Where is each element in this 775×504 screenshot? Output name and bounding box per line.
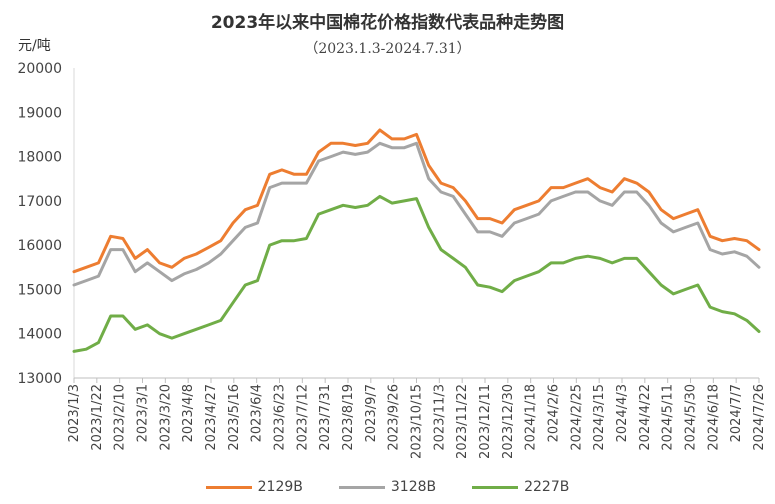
x-tick-label: 2023/2/10 xyxy=(113,384,128,451)
y-tick-label: 18000 xyxy=(17,150,62,166)
legend-item-3128b: 3128B xyxy=(338,479,437,495)
x-tick-label: 2024/7/7 xyxy=(729,384,744,442)
x-tick-label: 2023/4/27 xyxy=(204,384,219,451)
legend: 2129B 3128B 2227B xyxy=(0,479,775,495)
x-tick-label: 2023/12/30 xyxy=(501,384,516,459)
chart-subtitle: （2023.1.3-2024.7.31） xyxy=(304,41,471,57)
x-tick-label: 2023/4/8 xyxy=(181,384,196,442)
x-tick-label: 2023/7/31 xyxy=(318,384,333,451)
x-tick-label: 2023/6/4 xyxy=(250,384,265,442)
legend-swatch-2129b xyxy=(205,485,252,489)
x-tick-label: 2023/7/12 xyxy=(295,384,310,451)
y-tick-label: 15000 xyxy=(17,282,62,298)
y-tick-label: 13000 xyxy=(17,371,62,387)
y-tick-label: 14000 xyxy=(17,327,62,343)
x-tick-label: 2023/11/22 xyxy=(455,384,470,459)
x-tick-label: 2024/5/11 xyxy=(661,384,676,451)
x-tick-label: 2024/2/25 xyxy=(569,384,584,451)
chart-title: 2023年以来中国棉花价格指数代表品种走势图 xyxy=(210,13,565,33)
x-tick-label: 2023/3/20 xyxy=(158,384,173,451)
y-tick-label: 19000 xyxy=(17,105,62,121)
x-tick-label: 2024/4/22 xyxy=(638,384,653,451)
x-tick-label: 2023/8/19 xyxy=(341,384,356,451)
legend-item-2227b: 2227B xyxy=(472,479,569,495)
x-tick-label: 2023/11/3 xyxy=(432,384,447,451)
y-tick-label: 17000 xyxy=(17,194,62,210)
legend-label-2227b: 2227B xyxy=(524,479,570,495)
legend-swatch-2227b xyxy=(472,485,519,489)
x-tick-label: 2024/2/6 xyxy=(547,384,562,442)
x-tick-label: 2024/4/3 xyxy=(615,384,630,442)
x-tick-label: 2023/1/22 xyxy=(90,384,105,451)
series-line-2227b xyxy=(72,194,761,353)
y-tick-label: 20000 xyxy=(17,61,62,77)
x-tick-label: 2023/5/16 xyxy=(227,384,242,451)
legend-label-2129b: 2129B xyxy=(257,479,303,495)
x-tick-label: 2023/10/15 xyxy=(410,384,425,459)
x-tick-label: 2023/9/26 xyxy=(387,384,402,451)
x-tick-label: 2024/6/18 xyxy=(706,384,721,451)
y-axis-unit-label: 元/吨 xyxy=(18,38,51,54)
legend-label-3128b: 3128B xyxy=(390,479,437,495)
x-tick-label: 2024/1/18 xyxy=(524,384,539,451)
x-tick-label: 2023/9/7 xyxy=(364,384,379,442)
x-tick-label: 2023/12/11 xyxy=(478,384,493,459)
series-line-3128b xyxy=(72,141,761,287)
series-line-2129b xyxy=(72,128,761,274)
x-tick-label: 2023/1/3 xyxy=(67,384,82,442)
x-tick-label: 2024/5/30 xyxy=(684,384,699,451)
x-tick-label: 2023/3/1 xyxy=(136,384,151,442)
legend-swatch-3128b xyxy=(338,485,385,489)
x-tick-label: 2023/6/23 xyxy=(273,384,288,451)
x-tick-label: 2024/3/15 xyxy=(592,384,607,451)
y-tick-label: 16000 xyxy=(17,238,62,254)
legend-item-2129b: 2129B xyxy=(205,479,303,495)
x-tick-label: 2024/7/26 xyxy=(752,384,767,451)
